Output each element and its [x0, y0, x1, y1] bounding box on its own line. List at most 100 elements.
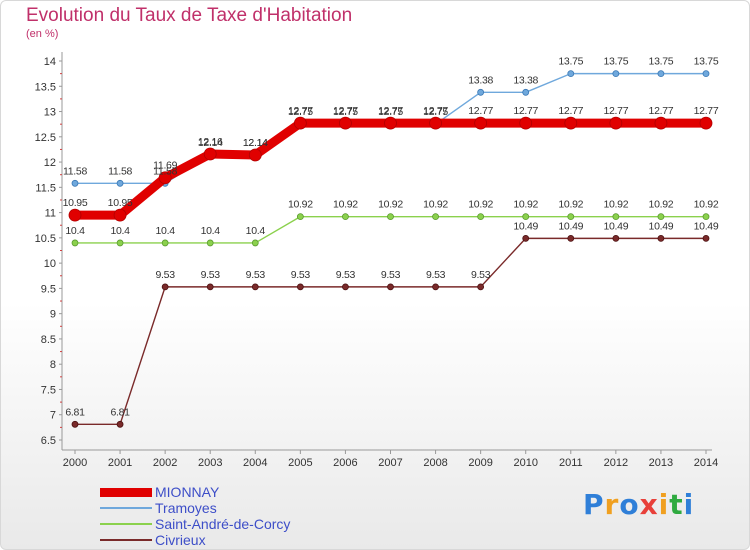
- data-label: 12.75: [423, 106, 448, 118]
- data-label: 10.92: [603, 199, 628, 211]
- x-tick-label: 2006: [333, 457, 357, 469]
- data-point-3: [387, 283, 394, 291]
- data-label: 12.75: [378, 106, 403, 118]
- data-label: 9.53: [381, 269, 401, 281]
- data-point-3: [296, 283, 304, 291]
- data-point-1: [702, 70, 710, 78]
- data-label: 12.77: [423, 105, 448, 117]
- data-point-2: [387, 213, 394, 221]
- data-point-2: [477, 213, 485, 221]
- data-label: 11.58: [63, 165, 87, 177]
- data-point-0: [609, 116, 623, 130]
- data-label: 12.75: [288, 106, 313, 118]
- data-point-3: [251, 283, 259, 291]
- data-point-1: [71, 179, 79, 187]
- data-label: 12.77: [468, 105, 493, 117]
- data-label: 10.49: [558, 220, 583, 232]
- logo-letter: i: [683, 488, 695, 521]
- data-point-2: [296, 213, 304, 221]
- y-tick-label: 12.5: [35, 132, 56, 144]
- data-label: 12.77: [333, 105, 358, 117]
- data-label: 11.69: [153, 160, 177, 172]
- data-label: 10.92: [558, 199, 583, 211]
- data-point-2: [657, 213, 665, 221]
- series-line-3: [74, 237, 707, 426]
- data-point-3: [522, 234, 530, 242]
- data-point-2: [342, 213, 349, 221]
- data-point-2: [251, 239, 259, 247]
- data-label: 10.92: [694, 199, 719, 211]
- legend-label: Civrieux: [155, 532, 206, 548]
- x-tick-label: 2005: [288, 457, 312, 469]
- data-point-2: [116, 239, 124, 247]
- y-tick-label: 7: [50, 410, 56, 422]
- x-tick-label: 2014: [694, 457, 718, 469]
- data-label: 10.4: [201, 225, 221, 237]
- x-tick-label: 2011: [559, 457, 583, 469]
- y-tick-label: 13.5: [35, 81, 56, 93]
- data-label: 10.92: [649, 199, 674, 211]
- logo-letter: o: [619, 488, 640, 521]
- data-label: 12.77: [603, 105, 628, 117]
- x-tick-label: 2004: [243, 457, 267, 469]
- y-tick-label: 8.5: [41, 334, 56, 346]
- data-point-0: [68, 208, 82, 222]
- y-tick-label: 10.5: [35, 233, 56, 245]
- data-label: 10.4: [65, 225, 85, 237]
- y-tick-label: 8: [50, 359, 56, 371]
- y-tick-label: 13: [44, 107, 56, 119]
- logo-letter: t: [669, 488, 684, 521]
- data-point-0: [519, 116, 533, 130]
- data-point-1: [522, 88, 530, 96]
- data-point-3: [342, 283, 349, 291]
- proxiti-logo: Proxiti: [583, 488, 694, 521]
- data-point-3: [71, 420, 79, 428]
- x-tick-label: 2000: [63, 457, 87, 469]
- data-label: 12.14: [243, 137, 268, 149]
- data-point-1: [116, 179, 124, 187]
- data-point-2: [612, 213, 620, 221]
- data-point-2: [206, 239, 214, 247]
- data-point-0: [158, 171, 172, 185]
- data-label: 9.53: [471, 269, 491, 281]
- data-label: 11.58: [108, 165, 132, 177]
- data-label: 9.53: [426, 269, 446, 281]
- data-label: 12.77: [378, 105, 403, 117]
- legend-swatch: [100, 523, 152, 525]
- chart-title: Evolution du Taux de Taxe d'Habitation: [26, 5, 353, 26]
- data-point-2: [71, 239, 79, 247]
- data-point-0: [699, 116, 713, 130]
- x-tick-label: 2013: [649, 457, 673, 469]
- data-label: 12.75: [333, 106, 358, 118]
- data-label: 9.53: [156, 269, 176, 281]
- legend-swatch: [100, 487, 152, 497]
- data-point-2: [432, 213, 439, 221]
- data-label: 12.77: [513, 105, 538, 117]
- data-point-2: [567, 213, 575, 221]
- data-point-1: [477, 88, 485, 96]
- data-point-0: [654, 116, 668, 130]
- data-point-0: [113, 208, 127, 222]
- data-point-3: [432, 283, 439, 291]
- data-label: 10.95: [108, 197, 133, 209]
- data-label: 13.75: [649, 56, 674, 68]
- legend-label: Saint-André-de-Corcy: [155, 516, 291, 532]
- data-point-3: [116, 420, 124, 428]
- x-tick-label: 2012: [604, 457, 628, 469]
- data-label: 10.92: [513, 199, 538, 211]
- logo-letter: P: [583, 488, 605, 521]
- data-label: 10.49: [649, 220, 674, 232]
- data-label: 10.4: [246, 225, 266, 237]
- data-label: 12.14: [243, 137, 268, 149]
- legend-swatch: [100, 539, 152, 541]
- data-label: 10.4: [156, 225, 176, 237]
- data-point-0: [293, 116, 307, 130]
- data-label: 13.75: [694, 56, 719, 68]
- logo-letter: r: [604, 488, 620, 521]
- data-label: 10.92: [423, 199, 448, 211]
- x-tick-label: 2003: [198, 457, 222, 469]
- data-label: 13.75: [558, 56, 583, 68]
- data-point-3: [477, 283, 485, 291]
